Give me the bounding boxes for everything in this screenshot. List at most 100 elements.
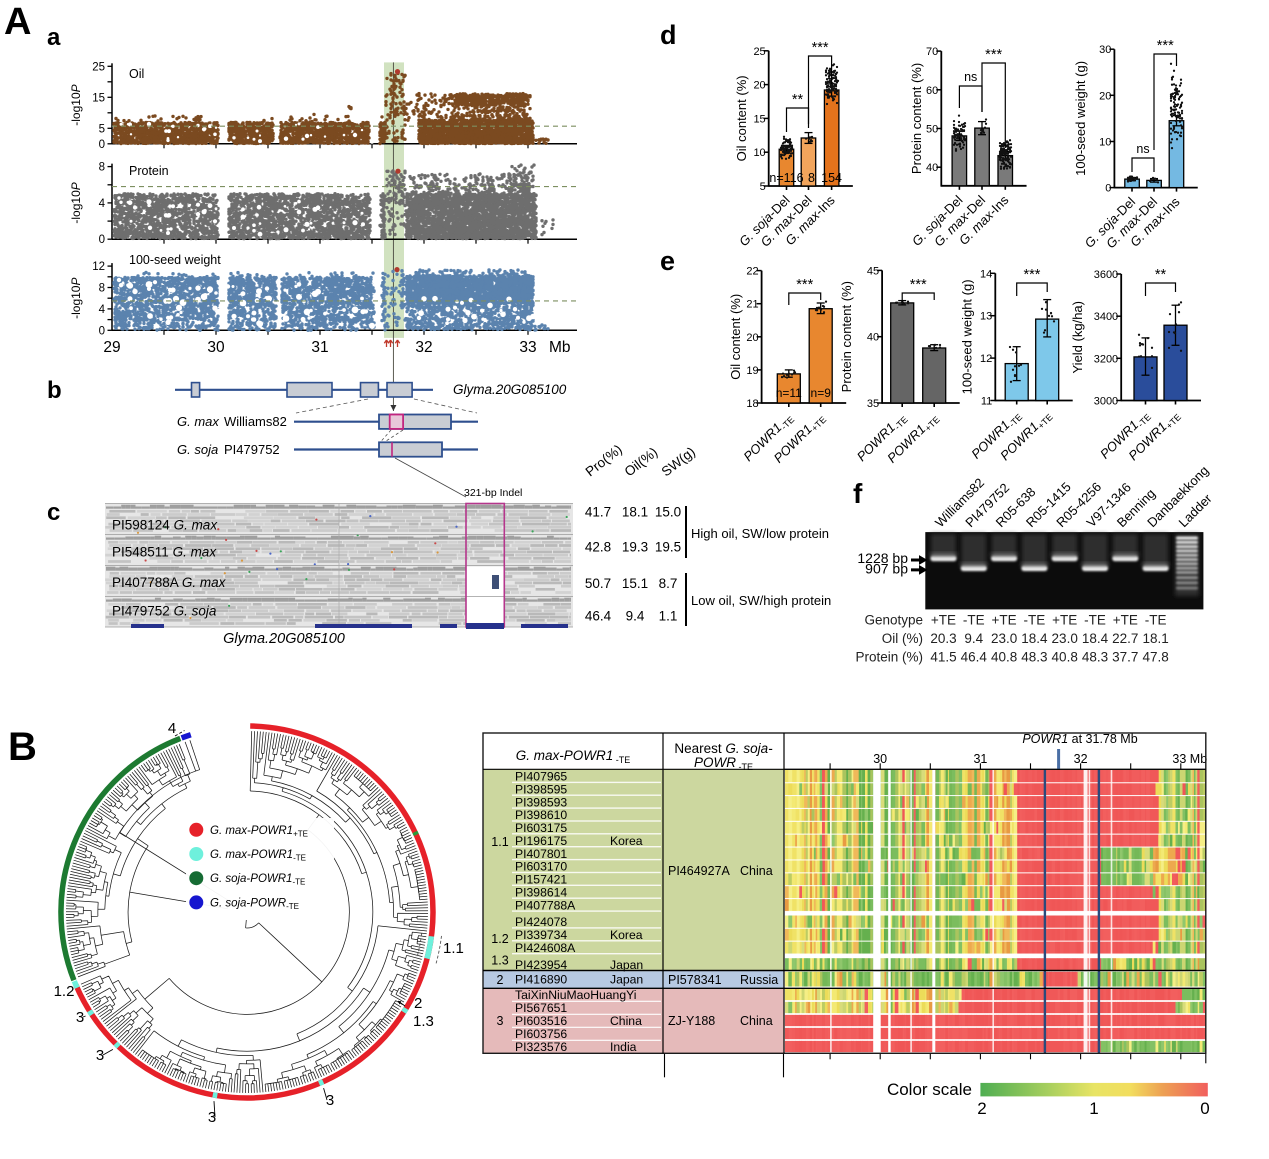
svg-text:PI407801: PI407801: [515, 847, 567, 861]
svg-text:40: 40: [867, 332, 879, 344]
svg-text:8: 8: [808, 171, 815, 185]
svg-text:3: 3: [96, 1047, 104, 1064]
svg-text:POWR -TE: POWR -TE: [694, 755, 753, 772]
svg-text:46.4: 46.4: [961, 650, 988, 665]
svg-text:Korea: Korea: [610, 834, 643, 848]
svg-text:-log10P: -log10P: [69, 278, 83, 319]
svg-text:Japan: Japan: [610, 958, 643, 972]
svg-text:n=116: n=116: [769, 171, 803, 185]
svg-text:PI339734: PI339734: [515, 928, 567, 942]
svg-text:18.4: 18.4: [1021, 631, 1048, 646]
svg-text:45: 45: [867, 265, 879, 277]
svg-text:Korea: Korea: [610, 928, 643, 942]
svg-text:***: ***: [812, 40, 829, 56]
svg-text:30: 30: [873, 752, 887, 766]
svg-text:4: 4: [99, 304, 106, 316]
svg-text:PI424078: PI424078: [515, 915, 567, 929]
svg-text:***: ***: [1157, 38, 1174, 54]
svg-text:n=9: n=9: [811, 386, 832, 400]
svg-text:31: 31: [311, 339, 328, 356]
svg-text:13: 13: [980, 311, 992, 323]
svg-text:PI398593: PI398593: [515, 795, 567, 809]
svg-text:1.1: 1.1: [443, 940, 464, 957]
svg-text:-TE: -TE: [963, 613, 985, 628]
svg-text:Glyma.20G085100: Glyma.20G085100: [223, 631, 345, 647]
svg-text:20: 20: [1099, 90, 1111, 102]
svg-text:**: **: [792, 92, 804, 108]
svg-text:10: 10: [753, 147, 765, 159]
svg-text:Yield (kg/ha): Yield (kg/ha): [1070, 301, 1085, 374]
svg-text:20: 20: [753, 80, 765, 92]
svg-text:f: f: [853, 478, 863, 509]
svg-text:c: c: [47, 499, 60, 526]
svg-text:+TE: +TE: [1113, 613, 1138, 628]
svg-text:-log10P: -log10P: [69, 84, 83, 125]
svg-text:G. max-POWR1 -TE: G. max-POWR1 -TE: [516, 748, 631, 765]
svg-text:8: 8: [99, 283, 105, 295]
svg-text:***: ***: [910, 277, 927, 293]
svg-text:0: 0: [1105, 183, 1111, 195]
svg-text:23.0: 23.0: [991, 631, 1017, 646]
svg-text:PI398614: PI398614: [515, 886, 567, 900]
svg-text:33: 33: [519, 339, 536, 356]
svg-text:PI603175: PI603175: [515, 821, 567, 835]
svg-text:1.2: 1.2: [54, 983, 75, 1000]
svg-text:G. soja: G. soja: [177, 442, 218, 457]
svg-text:3: 3: [208, 1109, 216, 1126]
svg-text:23.0: 23.0: [1052, 631, 1078, 646]
svg-text:18.1: 18.1: [622, 505, 648, 520]
svg-text:PI424608A: PI424608A: [515, 941, 576, 955]
svg-text:60: 60: [926, 85, 938, 97]
svg-text:Glyma.20G085100: Glyma.20G085100: [453, 382, 567, 397]
svg-text:12: 12: [92, 261, 105, 273]
svg-text:12: 12: [980, 353, 992, 365]
svg-text:3600: 3600: [1094, 269, 1118, 281]
svg-text:B: B: [8, 725, 37, 769]
svg-text:70: 70: [926, 46, 938, 58]
svg-text:G. soja-POWR-TE: G. soja-POWR-TE: [210, 897, 299, 911]
svg-text:37.7: 37.7: [1112, 650, 1138, 665]
svg-text:***: ***: [796, 277, 813, 293]
svg-text:9.4: 9.4: [964, 631, 983, 646]
svg-text:40: 40: [926, 162, 938, 174]
svg-text:19.5: 19.5: [655, 540, 681, 555]
svg-text:46.4: 46.4: [585, 609, 612, 624]
svg-text:Low oil, SW/high protein: Low oil, SW/high protein: [691, 593, 831, 608]
svg-text:Protein content (%): Protein content (%): [909, 63, 924, 174]
svg-text:ZJ-Y188: ZJ-Y188: [668, 1014, 715, 1028]
svg-text:30: 30: [207, 339, 225, 356]
svg-text:33 Mb: 33 Mb: [1172, 752, 1207, 766]
svg-text:19.3: 19.3: [622, 540, 648, 555]
svg-text:PI603516: PI603516: [515, 1014, 567, 1028]
svg-text:19: 19: [746, 365, 758, 377]
svg-text:4: 4: [99, 198, 106, 210]
svg-text:22.7: 22.7: [1112, 631, 1138, 646]
svg-text:PI578341: PI578341: [668, 973, 722, 987]
svg-text:Protein (%): Protein (%): [855, 650, 923, 665]
svg-text:18.4: 18.4: [1082, 631, 1109, 646]
svg-text:India: India: [610, 1040, 637, 1054]
svg-text:China: China: [610, 1014, 642, 1028]
svg-text:Protein: Protein: [129, 164, 169, 178]
svg-text:3000: 3000: [1094, 396, 1118, 408]
svg-text:48.3: 48.3: [1082, 650, 1108, 665]
svg-text:10: 10: [1099, 137, 1111, 149]
svg-text:1.2: 1.2: [491, 932, 508, 946]
svg-text:32: 32: [1074, 752, 1088, 766]
svg-text:Protein content (%): Protein content (%): [839, 281, 854, 392]
svg-text:0: 0: [99, 234, 105, 246]
svg-text:47.8: 47.8: [1142, 650, 1168, 665]
svg-text:PI548511 G. max: PI548511 G. max: [112, 545, 217, 560]
svg-text:1.1: 1.1: [491, 835, 508, 849]
svg-text:High oil, SW/low protein: High oil, SW/low protein: [691, 526, 829, 541]
svg-text:8: 8: [99, 162, 105, 174]
svg-text:PI479752: PI479752: [224, 442, 280, 457]
svg-text:14: 14: [980, 268, 992, 280]
svg-text:PI416890: PI416890: [515, 973, 567, 987]
svg-text:ns: ns: [964, 70, 977, 84]
svg-text:2: 2: [977, 1099, 986, 1118]
svg-text:-TE: -TE: [1084, 613, 1106, 628]
svg-text:41.7: 41.7: [585, 505, 611, 520]
svg-text:Japan: Japan: [610, 973, 643, 987]
svg-text:PI603756: PI603756: [515, 1027, 567, 1041]
